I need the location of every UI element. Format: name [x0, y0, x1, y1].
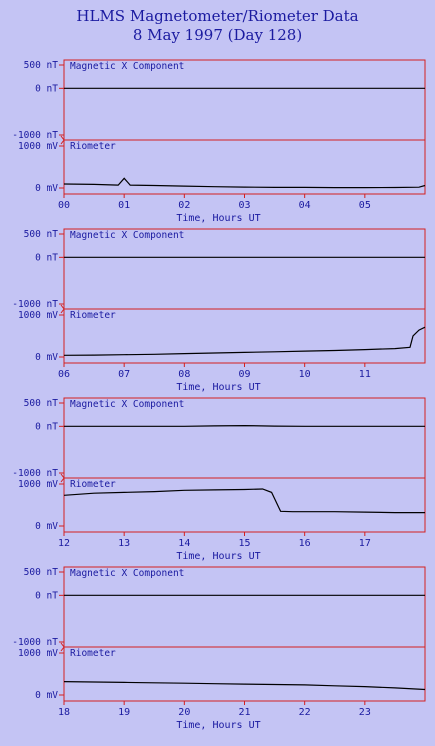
magnetic-ytick-label: -1000 nT: [12, 637, 58, 648]
magnetic-ytick-label: 500 nT: [24, 398, 59, 409]
magnetic-panel-label: Magnetic X Component: [70, 568, 184, 579]
riometer-panel-label: Riometer: [70, 310, 116, 321]
x-tick-label: 12: [58, 538, 70, 549]
magnetic-ytick-label: 500 nT: [24, 567, 59, 578]
riometer-ytick-label: 1000 mV: [18, 648, 58, 659]
magnetic-ytick-label: -1000 nT: [12, 468, 58, 479]
axis-break-mark: [60, 473, 65, 483]
chart-subtitle: 8 May 1997 (Day 128): [132, 26, 303, 44]
x-tick-label: 13: [118, 538, 130, 549]
x-tick-label: 22: [299, 707, 311, 718]
x-tick-label: 06: [58, 369, 70, 380]
x-axis-label: Time, Hours UT: [176, 382, 260, 393]
magnetic-panel-label: Magnetic X Component: [70, 61, 184, 72]
x-tick-label: 14: [178, 538, 190, 549]
riometer-panel-label: Riometer: [70, 479, 116, 490]
axis-break-mark: [60, 135, 65, 145]
magnetic-panel-label: Magnetic X Component: [70, 399, 184, 410]
magnetic-panel-frame: [63, 566, 426, 648]
riometer-trace: [63, 177, 426, 189]
riometer-ytick-label: 1000 mV: [18, 310, 58, 321]
x-tick-label: 00: [58, 200, 70, 211]
x-tick-label: 08: [178, 369, 190, 380]
axis-break-mark: [60, 304, 65, 314]
riometer-ytick-label: 1000 mV: [18, 141, 58, 152]
x-tick-label: 09: [238, 369, 250, 380]
x-tick-label: 02: [178, 200, 190, 211]
magnetic-ytick-label: 0 nT: [35, 590, 58, 601]
x-axis-label: Time, Hours UT: [176, 720, 260, 731]
x-tick-label: 04: [299, 200, 311, 211]
magnetic-panel-frame: [63, 59, 426, 141]
x-axis-label: Time, Hours UT: [176, 551, 260, 562]
riometer-ytick-label: 0 mV: [35, 521, 58, 532]
x-tick-label: 07: [118, 369, 130, 380]
riometer-panel-frame: [63, 139, 426, 195]
riometer-ytick-label: 0 mV: [35, 690, 58, 701]
chart-title: HLMS Magnetometer/Riometer Data: [76, 7, 359, 25]
magnetic-panel-label: Magnetic X Component: [70, 230, 184, 241]
x-tick-label: 21: [238, 707, 250, 718]
x-tick-label: 17: [359, 538, 371, 549]
riometer-trace: [63, 488, 425, 514]
riometer-ytick-label: 0 mV: [35, 352, 58, 363]
magnetic-ytick-label: 0 nT: [35, 83, 58, 94]
riometer-panel-frame: [63, 477, 426, 533]
riometer-panel-label: Riometer: [70, 141, 116, 152]
x-tick-label: 16: [299, 538, 311, 549]
axis-break-mark: [60, 642, 65, 652]
magnetic-ytick-label: -1000 nT: [12, 299, 58, 310]
riometer-ytick-label: 1000 mV: [18, 479, 58, 490]
x-axis-label: Time, Hours UT: [176, 213, 260, 224]
riometer-panel-frame: [63, 646, 426, 702]
x-tick-label: 05: [359, 200, 371, 211]
x-tick-label: 01: [118, 200, 130, 211]
x-tick-label: 10: [299, 369, 311, 380]
magnetic-panel-frame: [63, 397, 426, 479]
riometer-trace: [63, 681, 426, 691]
x-tick-label: 23: [359, 707, 371, 718]
magnetic-ytick-label: 0 nT: [35, 252, 58, 263]
magnetic-ytick-label: 500 nT: [24, 60, 59, 71]
x-tick-label: 11: [359, 369, 371, 380]
x-tick-label: 15: [238, 538, 250, 549]
x-tick-label: 03: [238, 200, 250, 211]
riometer-trace: [63, 326, 426, 356]
x-tick-label: 18: [58, 707, 70, 718]
magnetic-ytick-label: 500 nT: [24, 229, 59, 240]
magnetic-ytick-label: 0 nT: [35, 421, 58, 432]
magnetic-ytick-label: -1000 nT: [12, 130, 58, 141]
riometer-panel-label: Riometer: [70, 648, 116, 659]
magnetic-panel-frame: [63, 228, 426, 310]
x-tick-label: 19: [118, 707, 130, 718]
magnetic-trace: [64, 424, 425, 427]
x-tick-label: 20: [178, 707, 190, 718]
riometer-ytick-label: 0 mV: [35, 183, 58, 194]
